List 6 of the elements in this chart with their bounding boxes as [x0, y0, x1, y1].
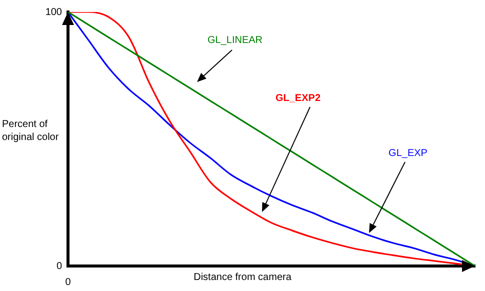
y-axis-title: Percent of original color — [2, 118, 60, 144]
text: GL_EXP — [388, 148, 428, 159]
text: GL_LINEAR — [207, 34, 263, 46]
y-tick-label: 100 — [45, 6, 62, 18]
text: GL_EXP2 — [275, 92, 321, 104]
x-axis-title: Distance from camera — [194, 272, 292, 283]
